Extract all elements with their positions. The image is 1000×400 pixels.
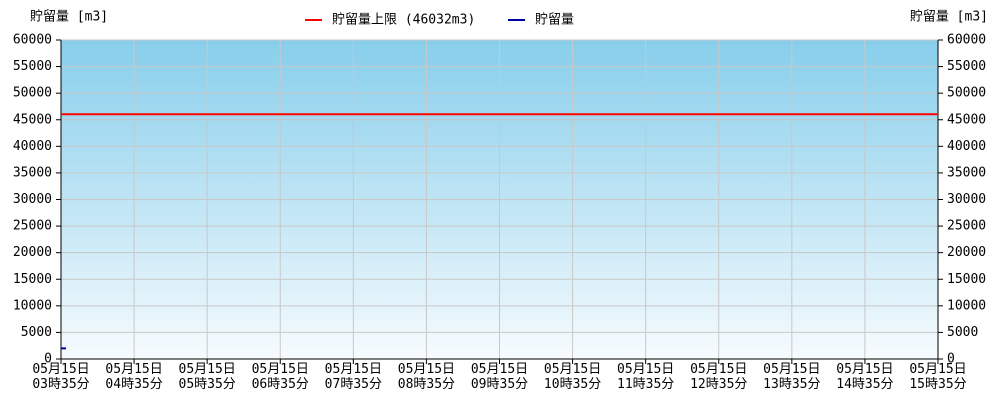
y-tick-label: 60000 [13,33,52,48]
x-tick-label: 05月15日 10時35分 [543,362,602,392]
legend-label: 貯留量 [535,13,574,28]
y2-tick-label: 50000 [947,86,986,101]
y-tick-label: 55000 [13,59,52,74]
y2-tick-label: 30000 [947,192,986,207]
x-tick-label: 05月15日 07時35分 [324,362,382,392]
y-tick-label: 50000 [13,86,52,101]
x-tick-label: 05月15日 15時35分 [909,362,967,392]
y-tick-label: 15000 [13,272,52,287]
y2-tick-label: 5000 [947,325,978,340]
y2-axis-title: 貯留量 [m3] [910,10,988,25]
y2-tick-label: 10000 [947,298,986,313]
x-tick-label: 05月15日 12時35分 [690,362,748,392]
y2-tick-label: 60000 [947,33,986,48]
y-tick-label: 45000 [13,112,52,127]
y-tick-label: 20000 [13,245,52,260]
x-tick-label: 05月15日 13時35分 [763,362,821,392]
y-tick-label: 0 [44,352,52,367]
x-tick-label: 05月15日 09時35分 [470,362,529,392]
x-tick-label: 05月15日 08時35分 [397,362,456,392]
x-tick-label: 05月15日 03時35分 [32,362,90,392]
y-tick-label: 10000 [13,298,52,313]
y-axis-title: 貯留量 [m3] [30,10,108,25]
legend-label: 貯留量上限 (46032m3) [332,13,475,28]
y-tick-label: 35000 [13,165,52,180]
y2-tick-label: 15000 [947,272,986,287]
y2-tick-label: 0 [947,352,955,367]
y2-tick-label: 55000 [947,59,986,74]
x-tick-label: 05月15日 05時35分 [178,362,236,392]
x-tick-label: 05月15日 14時35分 [836,362,894,392]
y2-tick-label: 45000 [947,112,986,127]
x-tick-label: 05月15日 11時35分 [617,362,675,392]
x-tick-label: 05月15日 04時35分 [105,362,163,392]
y2-tick-label: 20000 [947,245,986,260]
y-tick-label: 30000 [13,192,52,207]
y2-tick-label: 40000 [947,139,986,154]
y2-tick-label: 25000 [947,219,986,234]
y2-tick-label: 35000 [947,165,986,180]
y-tick-label: 5000 [21,325,52,340]
y-tick-label: 40000 [13,139,52,154]
y-tick-label: 25000 [13,219,52,234]
x-tick-label: 05月15日 06時35分 [251,362,309,392]
